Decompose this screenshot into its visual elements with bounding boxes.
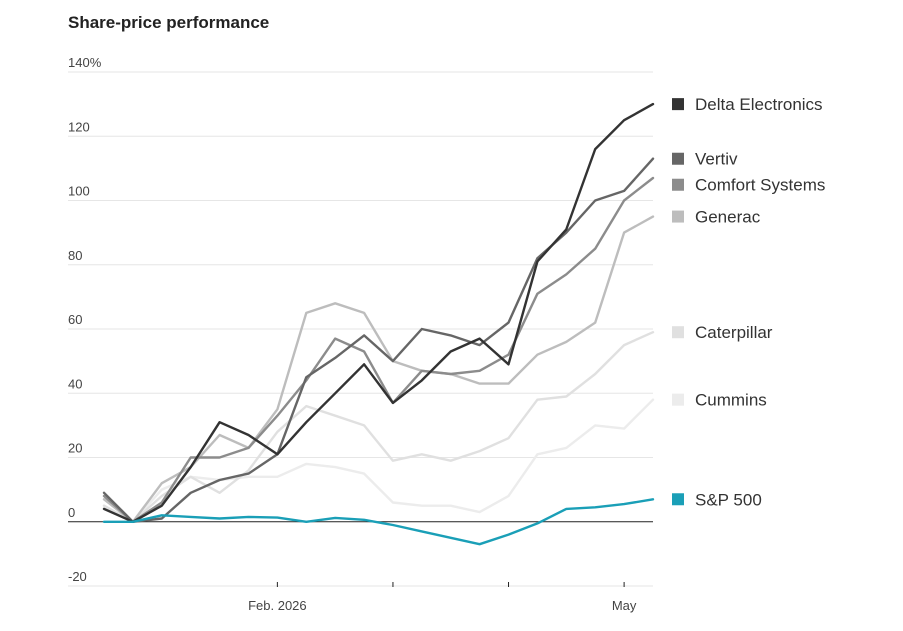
legend-entry-sandp-500: S&P 500 [672, 490, 762, 509]
legend-entry-comfort-systems: Comfort Systems [672, 176, 825, 195]
legend-label: S&P 500 [695, 490, 762, 509]
x-tick-label: May [612, 598, 637, 613]
legend-label: Delta Electronics [695, 95, 823, 114]
series-lines [102, 102, 655, 546]
y-tick-label: -20 [68, 569, 87, 584]
legend-swatch [672, 393, 684, 406]
legend-entry-generac: Generac [672, 208, 761, 227]
y-tick-label: 20 [68, 441, 82, 456]
legend-swatch [672, 152, 684, 165]
gridlines [68, 71, 653, 587]
legend-swatch [672, 210, 684, 223]
series-line-vertiv [102, 157, 655, 523]
y-tick-label: 140% [68, 55, 102, 70]
legend-swatch [672, 326, 684, 339]
chart-title: Share-price performance [68, 13, 269, 32]
series-line-cummins [102, 398, 655, 523]
y-axis: 140% 120 100 80 60 40 20 0 -20 [68, 55, 102, 584]
legend-label: Caterpillar [695, 323, 773, 342]
series-line-caterpillar [102, 331, 655, 523]
legend-entry-cummins: Cummins [672, 391, 767, 410]
legend-swatch [672, 493, 684, 506]
x-tick-label: Feb. 2026 [248, 598, 307, 613]
legend-label: Generac [695, 208, 761, 227]
legend-label: Comfort Systems [695, 176, 825, 195]
y-tick-label: 40 [68, 376, 82, 391]
legend-swatch [672, 178, 684, 191]
y-tick-label: 80 [68, 248, 82, 263]
legend-entry-delta-electronics: Delta Electronics [672, 95, 823, 114]
y-tick-label: 120 [68, 119, 90, 134]
legend: Delta Electronics Vertiv Comfort Systems Ge… [672, 95, 825, 509]
legend-label: Cummins [695, 391, 767, 410]
series-line-delta-electronics [102, 102, 655, 523]
legend-entry-vertiv: Vertiv [672, 150, 738, 169]
legend-label: Vertiv [695, 150, 738, 169]
x-axis: Feb. 2026 May [248, 582, 637, 613]
y-tick-label: 60 [68, 312, 82, 327]
series-line-sandp-500 [102, 498, 655, 546]
series-line-generac [102, 215, 655, 523]
y-tick-label: 0 [68, 505, 75, 520]
legend-swatch [672, 98, 684, 111]
legend-entry-caterpillar: Caterpillar [672, 323, 773, 342]
y-tick-label: 100 [68, 184, 90, 199]
